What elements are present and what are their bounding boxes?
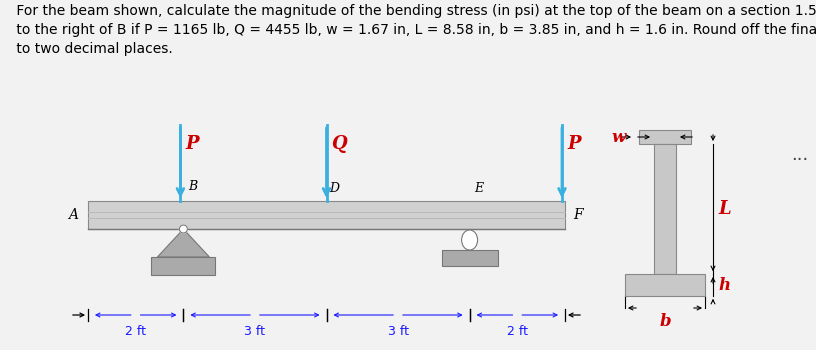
Polygon shape [157, 229, 210, 257]
Text: F: F [573, 208, 583, 222]
Text: b: b [659, 313, 671, 330]
Text: ...: ... [792, 146, 809, 164]
Bar [441, 250, 498, 266]
Bar [625, 274, 705, 296]
Text: For the beam shown, calculate the magnitude of the bending stress (in psi) at th: For the beam shown, calculate the magnit… [12, 4, 816, 56]
Text: B: B [188, 180, 197, 193]
Text: 3 ft: 3 ft [245, 325, 265, 338]
Text: P: P [567, 135, 580, 153]
Text: 2 ft: 2 ft [125, 325, 146, 338]
Text: 3 ft: 3 ft [388, 325, 409, 338]
Text: 2 ft: 2 ft [507, 325, 528, 338]
Text: D: D [330, 182, 339, 195]
Text: E: E [475, 182, 484, 195]
Bar [654, 144, 676, 274]
Bar [152, 257, 215, 275]
Text: w: w [611, 128, 625, 146]
Text: A: A [68, 208, 78, 222]
Text: h: h [718, 276, 730, 294]
Bar [88, 201, 565, 229]
Ellipse shape [462, 230, 477, 250]
Text: Q: Q [331, 135, 347, 153]
Text: L: L [718, 200, 730, 218]
Bar [639, 130, 691, 144]
Circle shape [180, 225, 188, 233]
Text: P: P [185, 135, 199, 153]
